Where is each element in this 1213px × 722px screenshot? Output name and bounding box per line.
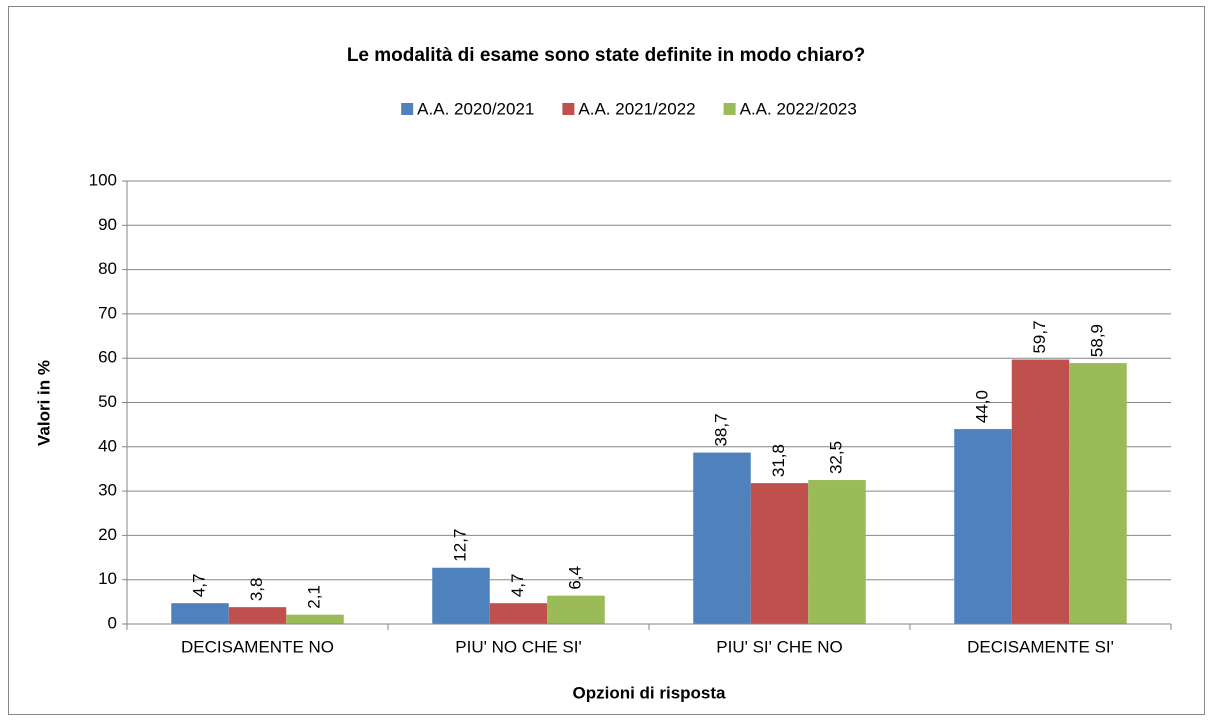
y-tick-label: 10 [98,569,117,588]
y-tick-label: 70 [98,303,117,322]
value-label: 2,1 [304,585,323,609]
bar [808,480,866,624]
bar [432,567,490,624]
value-label: 38,7 [711,413,730,446]
x-tick-label: PIU' SI' CHE NO [716,637,842,656]
y-tick-label: 50 [98,392,117,411]
legend-swatch [401,103,414,115]
bar [171,603,229,624]
legend-label: A.A. 2020/2021 [417,99,534,118]
value-label: 58,9 [1087,324,1106,357]
y-tick-label: 100 [89,170,117,189]
legend-label: A.A. 2021/2022 [578,99,695,118]
y-tick-label: 60 [98,348,117,367]
x-tick-label: DECISAMENTE SI' [967,637,1114,656]
value-label: 4,7 [189,574,208,598]
y-tick-label: 90 [98,215,117,234]
value-label: 12,7 [450,529,469,562]
bar [1011,359,1070,624]
bar [286,614,344,624]
value-label: 4,7 [508,574,527,598]
y-tick-label: 30 [98,481,117,500]
value-label: 32,5 [826,441,845,474]
value-label: 44,0 [972,390,991,423]
bar [228,607,287,624]
bar [1069,363,1127,624]
x-tick-label: PIU' NO CHE SI' [455,637,581,656]
y-tick-label: 40 [98,436,117,455]
x-tick-label: DECISAMENTE NO [181,637,334,656]
value-label: 59,7 [1030,320,1049,353]
value-label: 3,8 [247,578,266,602]
legend-label: A.A. 2022/2023 [740,99,857,118]
value-label: 31,8 [769,444,788,477]
y-axis-title: Valori in % [34,360,53,446]
bar [489,603,548,624]
bar [693,452,751,624]
legend-swatch [723,103,736,115]
y-tick-label: 0 [108,613,117,632]
y-tick-label: 20 [98,525,117,544]
x-axis-title: Opzioni di risposta [572,683,726,702]
bar [750,483,809,624]
legend-swatch [562,103,575,115]
bar [547,595,605,624]
value-label: 6,4 [565,566,584,590]
chart-title: Le modalità di esame sono state definite… [347,45,865,66]
y-tick-label: 80 [98,259,117,278]
bar [954,429,1012,624]
